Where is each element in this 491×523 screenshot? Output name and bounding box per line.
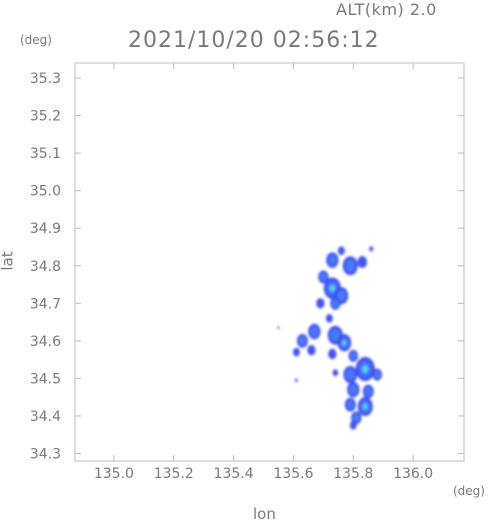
echo-cell-core: [353, 413, 360, 422]
echo-cell: [307, 345, 316, 356]
echo-cell-core: [345, 259, 355, 272]
echo-cell-core: [299, 336, 306, 346]
x-tick-label: 135.8: [333, 466, 373, 482]
echo-cell: [337, 246, 345, 256]
y-tick-labels: 34.3 34.4 34.5 34.6 34.7 34.8 34.9 35.0 35.1 35.2…: [30, 71, 61, 462]
x-tick-label: 136.0: [393, 466, 433, 482]
echo-cell-peak: [329, 284, 335, 292]
y-tick-label: 34.5: [30, 371, 61, 387]
echo-cell-core: [328, 255, 337, 265]
y-tick-label: 35.2: [30, 109, 61, 125]
y-tick-label: 35.0: [30, 184, 61, 200]
echo-cell-core: [349, 384, 358, 395]
echo-cell-core: [374, 370, 381, 379]
echo-cell: [332, 369, 339, 377]
echo-cell: [295, 378, 298, 383]
x-tick-label: 135.4: [214, 466, 254, 482]
x-tick-label: 135.2: [154, 466, 194, 482]
echo-cell: [369, 246, 374, 252]
echo-layer: [277, 246, 383, 430]
x-tick-labels: 135.0 135.2 135.4 135.6 135.8 136.0: [94, 466, 433, 482]
y-tick-label: 35.1: [30, 146, 61, 162]
echo-cell: [349, 421, 357, 430]
x-tick-label: 135.6: [273, 466, 313, 482]
timestamp-title: 2021/10/20 02:56:12: [128, 28, 380, 53]
echo-cell-peak: [362, 365, 369, 373]
echo-cell-core: [330, 329, 340, 341]
y-tick-label: 35.3: [30, 71, 61, 87]
echo-cell-core: [310, 326, 319, 337]
x-tick-label: 135.0: [94, 466, 134, 482]
x-axis-label: lon: [253, 505, 276, 523]
y-tick-label: 34.4: [30, 409, 61, 425]
y-tick-label: 34.6: [30, 334, 61, 350]
echo-cell-peak: [362, 403, 368, 410]
echo-cell-core: [346, 369, 355, 380]
y-tick-label: 34.3: [30, 446, 61, 462]
echo-cell: [328, 348, 337, 360]
echo-cell: [292, 347, 300, 357]
echo-cell: [277, 326, 280, 330]
echo-cell-core: [364, 387, 372, 396]
y-tick-label: 34.7: [30, 296, 61, 312]
echo-cell-core: [337, 290, 346, 302]
echo-cell: [316, 298, 325, 309]
echo-cell-core: [320, 273, 327, 281]
echo-cell-peak: [342, 340, 347, 346]
echo-cell: [325, 314, 333, 323]
y-tick-label: 34.8: [30, 259, 61, 275]
y-tick-label: 34.9: [30, 221, 61, 237]
echo-cell-core: [346, 400, 354, 409]
x-axis-unit: (deg): [453, 484, 485, 498]
echo-cell: [357, 255, 368, 269]
y-axis-unit: (deg): [20, 33, 52, 47]
echo-cell-core: [332, 299, 339, 308]
axis-ticks: [75, 63, 464, 461]
echo-cell-core: [350, 352, 357, 360]
plot-frame: [74, 62, 465, 462]
altitude-label: ALT(km) 2.0: [336, 0, 437, 19]
